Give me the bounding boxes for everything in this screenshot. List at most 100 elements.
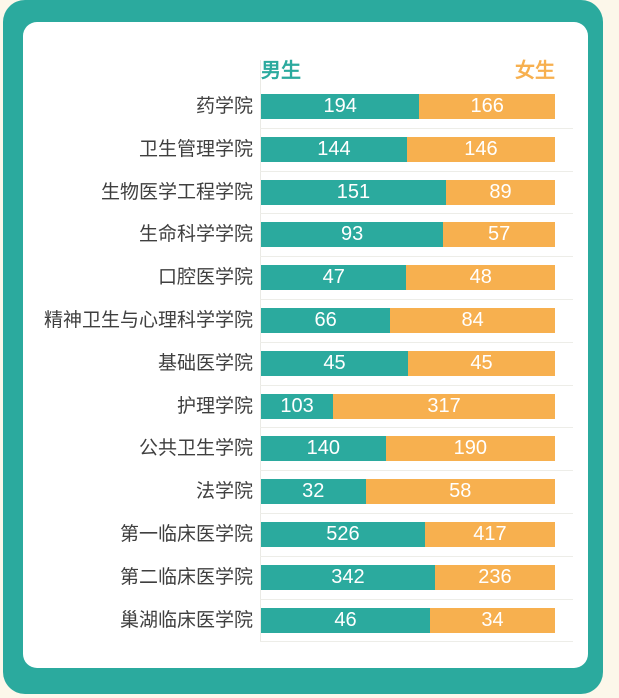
gridline: [260, 470, 573, 472]
female-bar-segment: 45: [408, 350, 555, 376]
category-label: 公共卫生学院: [138, 438, 253, 460]
chart-row: 生命科学学院 93 57: [23, 222, 588, 248]
gridline: [260, 513, 573, 514]
chart-row: 基础医学院 45 45: [23, 350, 588, 376]
legend-female-label: 女生: [515, 60, 555, 82]
gridline: [260, 341, 573, 343]
category-label: 第一临床医学院: [119, 523, 253, 545]
value-label: 194: [323, 95, 357, 117]
gridline: [260, 127, 573, 129]
value-label: 166: [470, 95, 504, 117]
chart-row: 法学院 32 58: [23, 479, 588, 505]
gridline: [260, 598, 573, 600]
gridline: [260, 299, 573, 300]
female-bar-segment: 236: [434, 564, 555, 590]
value-label: 84: [461, 308, 484, 331]
chart-row: 卫生管理学院 144 146: [23, 136, 588, 162]
legend-male-label: 男生: [261, 60, 301, 82]
value-label: 417: [473, 522, 507, 545]
male-bar-segment: 194: [261, 94, 420, 119]
stacked-bar: 46 34: [261, 607, 555, 633]
chart-row: 药学院 194 166: [23, 94, 588, 119]
category-label: 卫生管理学院: [138, 138, 253, 160]
value-label: 58: [449, 480, 472, 503]
chart-rows: 药学院 194 166 卫生管理学院 144 146 生物医学工程学院 151 89 生命科学学院…: [23, 94, 588, 650]
male-bar-segment: 151: [261, 179, 446, 205]
category-label: 法学院: [195, 481, 253, 503]
category-axis-line: [260, 60, 261, 642]
chart-row: 护理学院 103 317: [23, 393, 588, 419]
category-label: 第二临床医学院: [119, 566, 253, 588]
female-bar-segment: 34: [430, 607, 555, 633]
value-label: 317: [427, 394, 461, 417]
category-label: 生命科学学院: [138, 224, 253, 246]
stacked-bar: 194 166: [261, 94, 555, 119]
value-label: 146: [464, 137, 498, 160]
value-label: 48: [469, 266, 492, 289]
gridline: [260, 170, 573, 172]
chart-row: 巢湖临床医学院 46 34: [23, 607, 588, 633]
female-bar-segment: 166: [419, 94, 555, 119]
chart-legend: 男生 女生: [261, 58, 555, 84]
chart-row: 第二临床医学院 342 236: [23, 564, 588, 590]
value-label: 34: [481, 608, 504, 631]
male-bar-segment: 32: [261, 479, 366, 505]
value-label: 66: [314, 308, 337, 331]
category-label: 基础医学院: [157, 352, 253, 374]
stacked-bar: 103 317: [261, 393, 555, 419]
stacked-bar: 45 45: [261, 350, 555, 376]
value-label: 342: [331, 565, 365, 588]
value-label: 46: [334, 608, 357, 631]
category-label: 药学院: [195, 96, 253, 117]
category-label: 生物医学工程学院: [100, 181, 253, 203]
stacked-bar: 47 48: [261, 265, 555, 291]
female-bar-segment: 146: [406, 136, 555, 162]
category-label: 精神卫生与心理科学学院: [43, 309, 253, 331]
teal-frame: 男生 女生 药学院 194 166 卫生管理学院 144 146 生物医学工程学院 151 89…: [3, 0, 603, 694]
stacked-bar: 140 190: [261, 436, 555, 462]
chart-row: 口腔医学院 47 48: [23, 265, 588, 291]
female-bar-segment: 84: [390, 307, 555, 333]
value-label: 140: [306, 437, 341, 460]
value-label: 47: [322, 266, 345, 289]
male-bar-segment: 144: [261, 136, 407, 162]
category-label: 巢湖临床医学院: [119, 609, 253, 631]
female-bar-segment: 190: [385, 436, 555, 462]
stacked-bar: 151 89: [261, 179, 555, 205]
value-label: 236: [478, 565, 512, 588]
chart-row: 精神卫生与心理科学学院 66 84: [23, 307, 588, 333]
category-label: 口腔医学院: [157, 267, 253, 289]
male-bar-segment: 66: [261, 307, 391, 333]
gridline: [260, 213, 573, 215]
chart-row: 公共卫生学院 140 190: [23, 436, 588, 462]
stacked-bar: 93 57: [261, 222, 555, 248]
value-label: 45: [470, 351, 493, 374]
gridline: [260, 384, 573, 386]
value-label: 190: [453, 437, 488, 460]
value-label: 93: [341, 223, 364, 246]
gridline: [260, 427, 573, 429]
female-bar-segment: 89: [445, 179, 555, 205]
female-bar-segment: 417: [424, 521, 555, 547]
category-label: 护理学院: [176, 395, 253, 417]
value-label: 32: [302, 480, 325, 503]
chart-card: 男生 女生 药学院 194 166 卫生管理学院 144 146 生物医学工程学院 151 89…: [23, 22, 588, 668]
female-bar-segment: 48: [406, 265, 555, 291]
value-label: 89: [489, 180, 512, 203]
stacked-bar: 66 84: [261, 307, 555, 333]
male-bar-segment: 342: [261, 564, 435, 590]
value-label: 151: [336, 180, 371, 203]
female-bar-segment: 58: [365, 479, 555, 505]
male-bar-segment: 46: [261, 607, 431, 633]
gridline: [260, 555, 573, 557]
value-label: 57: [488, 223, 511, 246]
value-label: 526: [326, 522, 360, 545]
value-label: 45: [323, 351, 346, 374]
male-bar-segment: 45: [261, 350, 408, 376]
stacked-bar: 526 417: [261, 521, 555, 547]
stacked-bar: 144 146: [261, 136, 555, 162]
gridline: [260, 256, 573, 258]
female-bar-segment: 57: [443, 222, 555, 248]
value-label: 103: [280, 394, 314, 417]
male-bar-segment: 93: [261, 222, 444, 248]
